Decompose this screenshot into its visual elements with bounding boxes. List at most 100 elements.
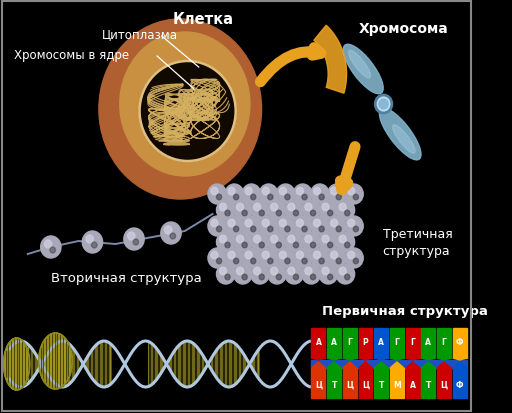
Circle shape [305,204,312,211]
Circle shape [328,211,333,216]
Circle shape [302,259,307,264]
Circle shape [242,185,261,204]
Circle shape [242,242,247,248]
Circle shape [285,201,303,221]
Polygon shape [358,358,372,360]
Polygon shape [390,358,404,360]
Circle shape [82,231,102,254]
Ellipse shape [39,333,72,389]
Circle shape [353,195,358,200]
Circle shape [268,227,273,232]
Circle shape [305,236,312,243]
Circle shape [225,216,244,236]
Circle shape [280,252,286,259]
Circle shape [40,236,61,259]
Polygon shape [311,358,325,360]
Text: А: А [331,337,337,346]
Circle shape [322,268,329,275]
Circle shape [259,275,264,280]
Circle shape [331,220,337,227]
Circle shape [262,252,269,259]
Bar [374,328,388,358]
Ellipse shape [99,20,262,199]
Circle shape [353,259,358,264]
Circle shape [302,201,321,221]
Circle shape [328,185,346,204]
Circle shape [217,233,235,252]
Circle shape [319,227,324,232]
Text: Т: Т [378,380,384,389]
Circle shape [242,211,247,216]
Circle shape [237,204,244,211]
Circle shape [313,220,321,227]
Polygon shape [327,362,341,368]
Bar [406,368,420,398]
Circle shape [345,242,350,248]
Polygon shape [390,362,404,368]
Circle shape [319,201,337,221]
Circle shape [233,201,252,221]
Circle shape [262,220,269,227]
Circle shape [319,264,337,284]
Circle shape [328,275,333,280]
Bar [327,328,341,358]
Text: Вторичная структура: Вторичная структура [51,271,202,284]
Circle shape [310,242,315,248]
Circle shape [262,188,269,195]
Text: Г: Г [348,337,352,346]
Circle shape [208,185,226,204]
Text: Первичная структура: Первичная структура [322,304,487,317]
Circle shape [310,275,315,280]
Circle shape [245,188,252,195]
Ellipse shape [343,45,383,95]
Circle shape [311,185,329,204]
Circle shape [208,216,226,236]
Circle shape [220,268,226,275]
Ellipse shape [349,51,371,78]
Text: Клетка: Клетка [173,12,234,27]
Text: Т: Т [425,380,431,389]
Circle shape [50,247,55,254]
Polygon shape [406,362,420,368]
Circle shape [211,220,218,227]
Circle shape [336,259,342,264]
Circle shape [220,204,226,211]
Circle shape [268,195,273,200]
Circle shape [345,275,350,280]
Circle shape [259,248,278,268]
Circle shape [211,188,218,195]
Bar [311,368,325,398]
Circle shape [251,264,269,284]
Circle shape [217,259,222,264]
Text: Р: Р [362,337,369,346]
Polygon shape [453,362,467,368]
Circle shape [251,201,269,221]
Circle shape [313,252,321,259]
Circle shape [276,211,282,216]
Bar [437,368,451,398]
Circle shape [228,220,235,227]
Circle shape [268,264,286,284]
Circle shape [251,233,269,252]
Polygon shape [437,362,451,368]
Circle shape [302,264,321,284]
Circle shape [353,227,358,232]
Circle shape [251,259,256,264]
Text: Ц: Ц [440,380,447,389]
Ellipse shape [120,33,250,177]
Circle shape [237,236,244,243]
Circle shape [311,216,329,236]
Circle shape [302,195,307,200]
Circle shape [133,240,139,245]
Bar [327,368,341,398]
Text: Ц: Ц [346,380,353,389]
Ellipse shape [393,126,415,154]
Circle shape [45,240,52,248]
Text: Цитоплазма: Цитоплазма [102,28,178,41]
Circle shape [225,211,230,216]
Circle shape [345,211,350,216]
Circle shape [245,252,252,259]
Circle shape [225,275,230,280]
Circle shape [253,204,261,211]
Circle shape [293,185,312,204]
